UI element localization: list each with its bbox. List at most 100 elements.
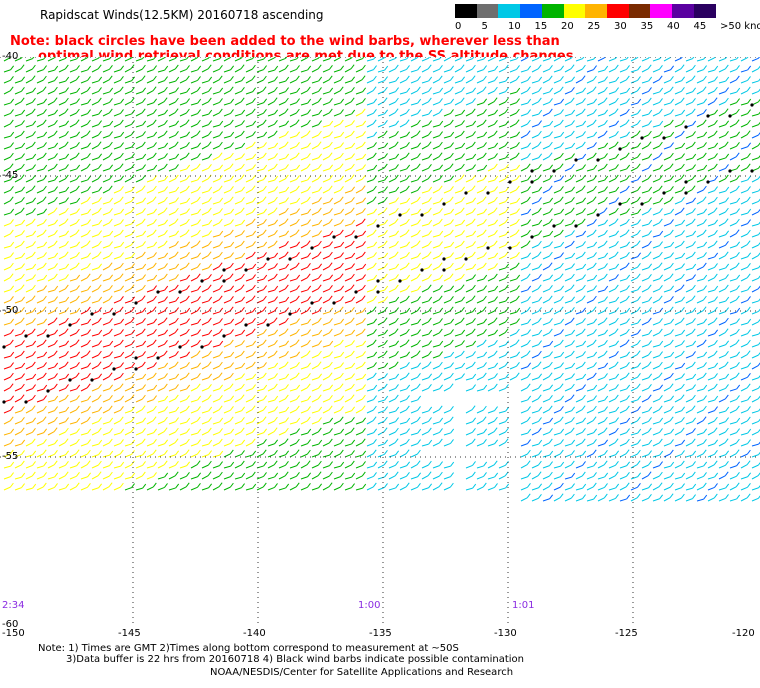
- wind-barb: [14, 57, 22, 62]
- wind-barb-flag: [702, 262, 707, 268]
- wind-barb-flag: [538, 383, 542, 389]
- wind-barb-flag: [394, 108, 399, 113]
- wind-barb-flag: [97, 317, 102, 323]
- wind-barb: [113, 420, 121, 425]
- wind-barb: [245, 112, 253, 117]
- wind-barb: [586, 102, 594, 106]
- wind-barb-flag: [65, 230, 70, 236]
- wind-barb-flag: [439, 230, 444, 236]
- wind-barb-flag: [186, 208, 190, 213]
- wind-barb-flag: [549, 340, 554, 346]
- wind-barb-flag: [439, 197, 444, 203]
- wind-barb-flag: [604, 252, 609, 258]
- wind-barb-flag: [9, 306, 14, 312]
- wind-barb-flag: [307, 252, 312, 258]
- wind-barb: [608, 300, 616, 304]
- wind-barb: [91, 300, 99, 304]
- wind-barb: [157, 211, 165, 216]
- wind-barb-flag: [625, 108, 630, 114]
- wind-barb: [740, 113, 748, 117]
- wind-barb: [564, 420, 572, 425]
- wind-barb-flag: [120, 175, 125, 181]
- wind-barb-flag: [736, 384, 741, 390]
- wind-barb-flag: [504, 64, 509, 70]
- wind-barb-flag: [604, 65, 609, 71]
- wind-barb: [256, 278, 264, 282]
- wind-barb: [168, 377, 176, 381]
- wind-barb-flag: [218, 185, 223, 191]
- wind-barb-flag: [164, 65, 169, 71]
- wind-barb: [388, 190, 396, 194]
- wind-barb: [91, 234, 99, 238]
- wind-barb-flag: [581, 251, 586, 257]
- wind-barb: [685, 299, 693, 304]
- wind-barb-flag: [571, 252, 576, 258]
- wind-barb: [212, 135, 220, 139]
- wind-barb-flag: [86, 416, 91, 422]
- scale-swatch: [650, 4, 673, 18]
- wind-barb-flag: [251, 218, 256, 224]
- wind-barb: [168, 57, 176, 62]
- wind-barb-flag: [285, 186, 290, 192]
- wind-barb: [531, 288, 539, 293]
- wind-barb-flag: [98, 307, 102, 312]
- wind-barb: [25, 68, 33, 73]
- wind-barb: [146, 189, 154, 194]
- wind-barb: [696, 245, 704, 249]
- wind-barb-flag: [571, 340, 575, 345]
- wind-barb: [179, 409, 187, 414]
- wind-barb: [311, 267, 319, 271]
- wind-barb-flag: [351, 362, 356, 368]
- wind-barb-flag: [549, 164, 554, 170]
- wind-barb-flag: [241, 142, 246, 148]
- wind-barb-flag: [702, 86, 707, 91]
- wind-barb-flag: [252, 373, 257, 379]
- wind-barb: [212, 189, 220, 194]
- wind-barb-flag: [263, 175, 267, 180]
- wind-barb-flag: [537, 251, 542, 256]
- wind-barb: [146, 399, 154, 403]
- wind-barb: [421, 68, 429, 73]
- wind-barb: [652, 234, 660, 238]
- wind-barb: [520, 409, 528, 414]
- wind-barb-flag: [714, 175, 719, 181]
- wind-barb-flag: [526, 416, 531, 422]
- wind-barb: [289, 288, 297, 293]
- wind-barb-flag: [669, 273, 674, 278]
- wind-barb-flag: [560, 98, 565, 104]
- wind-barb-flag: [163, 240, 168, 246]
- wind-barb: [245, 377, 253, 381]
- wind-barb-flag: [153, 108, 157, 114]
- wind-barb-flag: [262, 416, 267, 421]
- wind-barb-flag: [251, 284, 256, 290]
- wind-barb: [245, 201, 253, 205]
- wind-barb: [333, 442, 341, 447]
- wind-barb-flag: [758, 341, 760, 345]
- wind-barb-flag: [658, 328, 663, 334]
- wind-barb-flag: [252, 197, 257, 203]
- wind-barb: [289, 68, 297, 73]
- wind-barb: [80, 310, 88, 315]
- wind-barb-flag: [196, 306, 201, 312]
- wind-barb: [14, 410, 22, 414]
- wind-barb-flag: [142, 131, 146, 136]
- wind-barb: [553, 123, 561, 128]
- wind-barb-flag: [197, 152, 201, 158]
- wind-barb: [553, 277, 561, 282]
- wind-barb-flag: [438, 218, 443, 224]
- wind-barb-flag: [373, 208, 378, 214]
- wind-barb-flag: [230, 439, 234, 444]
- wind-barb-flag: [549, 241, 553, 246]
- wind-barb-flag: [285, 87, 289, 92]
- wind-barb-flag: [604, 186, 608, 191]
- wind-barb: [322, 234, 330, 238]
- wind-barb-flag: [197, 395, 202, 401]
- wind-barb-flag: [20, 284, 25, 289]
- wind-barb-flag: [362, 274, 366, 279]
- wind-barb-flag: [241, 340, 245, 345]
- wind-barb-flag: [680, 427, 685, 433]
- wind-barb-flag: [307, 152, 311, 158]
- wind-barb-flag: [207, 361, 212, 366]
- wind-barb: [157, 410, 165, 414]
- wind-barb-flag: [240, 273, 245, 279]
